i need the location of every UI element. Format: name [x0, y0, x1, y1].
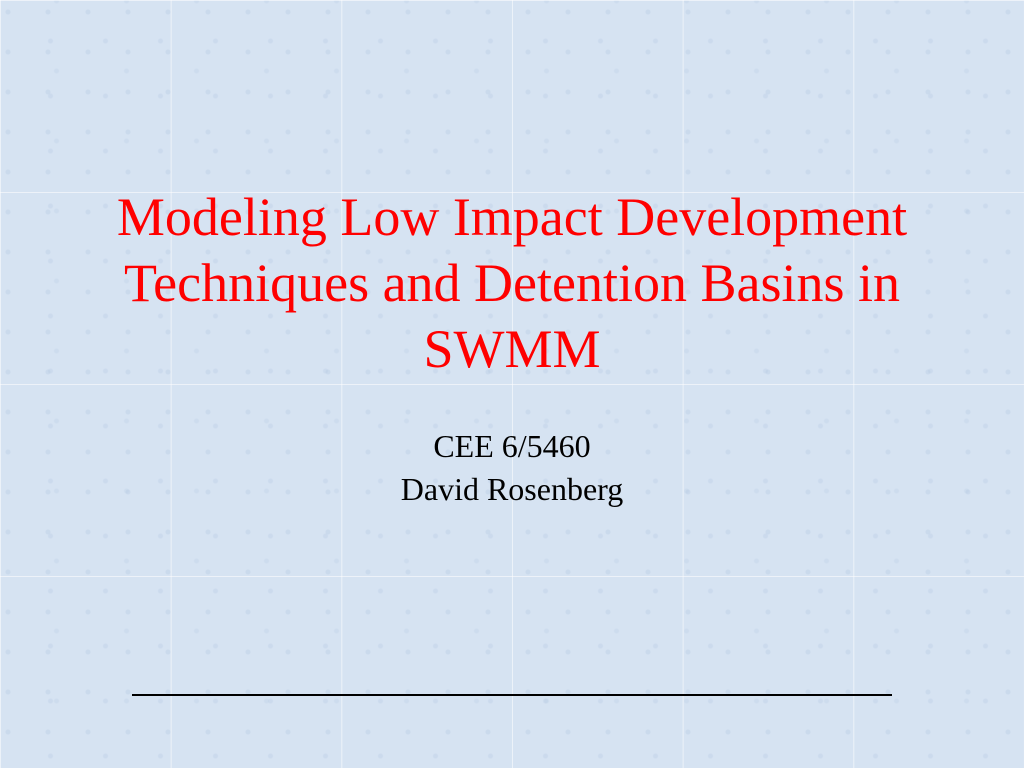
course-code: CEE 6/5460	[401, 425, 623, 468]
slide: Modeling Low Impact Development Techniqu…	[0, 0, 1024, 768]
footer-divider	[132, 694, 892, 696]
subtitle-block: CEE 6/5460 David Rosenberg	[401, 425, 623, 511]
author-name: David Rosenberg	[401, 468, 623, 511]
slide-title: Modeling Low Impact Development Techniqu…	[52, 185, 972, 383]
